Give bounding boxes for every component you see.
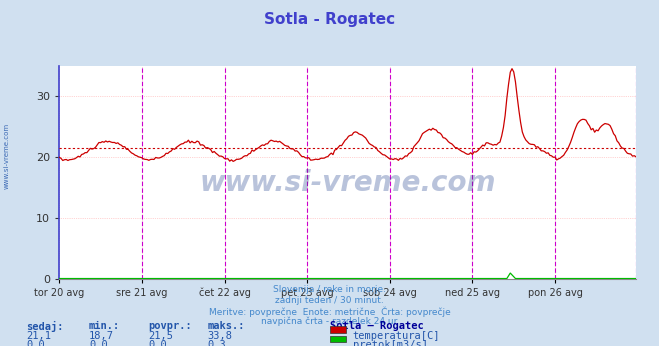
Text: maks.:: maks.: xyxy=(208,321,245,331)
Text: 18,7: 18,7 xyxy=(89,331,114,341)
Text: 0,0: 0,0 xyxy=(89,340,107,346)
Text: Sotla – Rogatec: Sotla – Rogatec xyxy=(330,321,423,331)
Text: Slovenija / reke in morje.: Slovenija / reke in morje. xyxy=(273,285,386,294)
Text: sedaj:: sedaj: xyxy=(26,321,64,332)
Text: 21,1: 21,1 xyxy=(26,331,51,341)
Text: povpr.:: povpr.: xyxy=(148,321,192,331)
Text: 0,0: 0,0 xyxy=(26,340,45,346)
Text: pretok[m3/s]: pretok[m3/s] xyxy=(353,340,428,346)
Text: www.si-vreme.com: www.si-vreme.com xyxy=(200,169,496,197)
Text: 0,3: 0,3 xyxy=(208,340,226,346)
Text: www.si-vreme.com: www.si-vreme.com xyxy=(3,122,9,189)
Text: zadnji teden / 30 minut.: zadnji teden / 30 minut. xyxy=(275,296,384,305)
Text: navpična črta - razdelek 24 ur: navpična črta - razdelek 24 ur xyxy=(262,317,397,326)
Text: min.:: min.: xyxy=(89,321,120,331)
Text: 0,0: 0,0 xyxy=(148,340,167,346)
Text: 21,5: 21,5 xyxy=(148,331,173,341)
Text: 33,8: 33,8 xyxy=(208,331,233,341)
Text: Sotla - Rogatec: Sotla - Rogatec xyxy=(264,12,395,27)
Text: Meritve: povprečne  Enote: metrične  Črta: povprečje: Meritve: povprečne Enote: metrične Črta:… xyxy=(209,306,450,317)
Text: temperatura[C]: temperatura[C] xyxy=(353,331,440,341)
